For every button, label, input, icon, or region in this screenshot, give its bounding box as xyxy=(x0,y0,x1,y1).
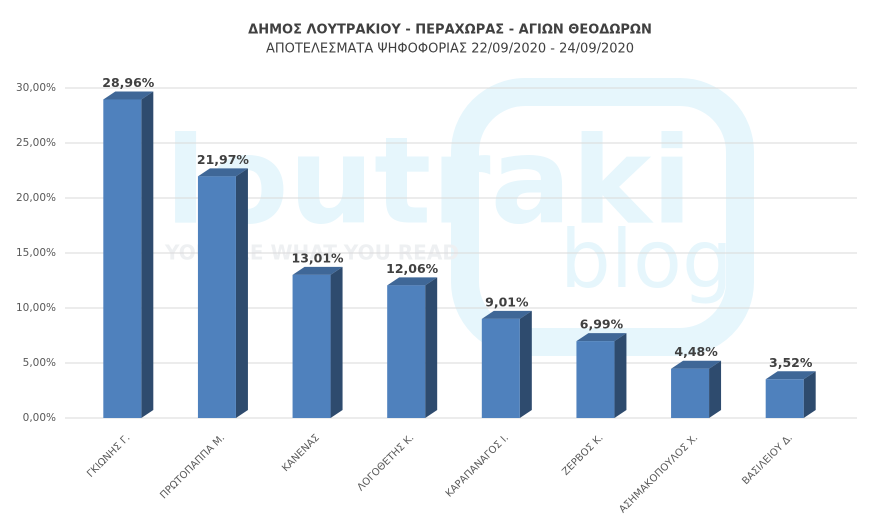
data-label: 4,48% xyxy=(674,344,718,359)
bar-side xyxy=(614,333,627,418)
y-tick-label: 25,00% xyxy=(16,137,56,149)
data-label: 21,97% xyxy=(197,152,250,167)
bar-top xyxy=(387,277,438,286)
bar-side xyxy=(425,277,438,418)
y-tick-label: 15,00% xyxy=(16,247,56,259)
bar-top xyxy=(292,266,343,275)
bar xyxy=(481,318,520,418)
bar xyxy=(103,99,142,418)
data-label: 6,99% xyxy=(580,317,624,332)
bar-side xyxy=(803,371,816,418)
bar xyxy=(197,176,236,418)
x-tick-label: ΚΑΝΕΝΑΣ xyxy=(280,432,322,474)
bar-group xyxy=(103,91,154,418)
bar-group xyxy=(292,266,343,418)
chart-subtitle: ΑΠΟΤΕΛΕΣΜΑΤΑ ΨΗΦΟΦΟΡΙΑΣ 22/09/2020 - 24/… xyxy=(266,42,634,57)
bar-side xyxy=(141,91,154,418)
y-tick-label: 0,00% xyxy=(23,412,56,424)
x-tick-label: ΛΟΓΟΘΕΤΗΣ Κ. xyxy=(355,432,416,493)
bar xyxy=(576,341,615,418)
bar-group xyxy=(765,371,816,418)
y-tick-label: 5,00% xyxy=(23,357,56,369)
y-tick-label: 10,00% xyxy=(16,302,56,314)
x-tick-label: ΓΚΙΩΝΗΣ Γ. xyxy=(85,432,132,479)
data-label: 12,06% xyxy=(386,261,439,276)
bar-top xyxy=(576,333,627,342)
bar-side xyxy=(519,310,532,418)
bar-side xyxy=(235,168,248,418)
data-label: 13,01% xyxy=(292,250,345,265)
data-label: 3,52% xyxy=(769,355,813,370)
bar-group xyxy=(197,168,248,418)
x-tick-label: ΖΕΡΒΟΣ Κ. xyxy=(560,432,605,477)
bar-group xyxy=(481,310,532,418)
bar-group xyxy=(387,277,438,418)
x-tick-label: ΑΣΗΜΑΚΟΠΟΥΛΟΣ Χ. xyxy=(617,432,700,515)
watermark-text: blog xyxy=(560,213,733,306)
watermark-text: loutraki xyxy=(165,113,692,252)
watermark: loutraki blog YOU ARE WHAT YOU READ xyxy=(164,78,754,356)
bar-top xyxy=(671,360,722,369)
bar-group xyxy=(576,333,627,418)
bar xyxy=(671,368,710,418)
bar-group xyxy=(671,360,722,418)
bar xyxy=(292,274,331,418)
bar xyxy=(765,379,804,418)
data-label: 28,96% xyxy=(102,75,155,90)
y-tick-label: 20,00% xyxy=(16,192,56,204)
bar-side xyxy=(709,360,722,418)
bar-top xyxy=(103,91,154,100)
data-label: 9,01% xyxy=(485,294,529,309)
bar-side xyxy=(330,266,343,418)
bar xyxy=(387,285,426,418)
x-tick-label: ΠΡΩΤΟΠΑΠΠΑ Μ. xyxy=(158,432,227,501)
chart-title: ΔΗΜΟΣ ΛΟΥΤΡΑΚΙΟΥ - ΠΕΡΑΧΩΡΑΣ - ΑΓΙΩΝ ΘΕΟ… xyxy=(248,23,652,38)
x-tick-label: ΚΑΡΑΠΑΝΑΓΟΣ Ι. xyxy=(444,432,511,499)
y-tick-label: 30,00% xyxy=(16,82,56,94)
bar-top xyxy=(197,168,248,177)
bar-top xyxy=(765,371,816,380)
bar-top xyxy=(481,310,532,319)
x-tick-label: ΒΑΣΙΛΕΙΟΥ Δ. xyxy=(740,432,795,487)
